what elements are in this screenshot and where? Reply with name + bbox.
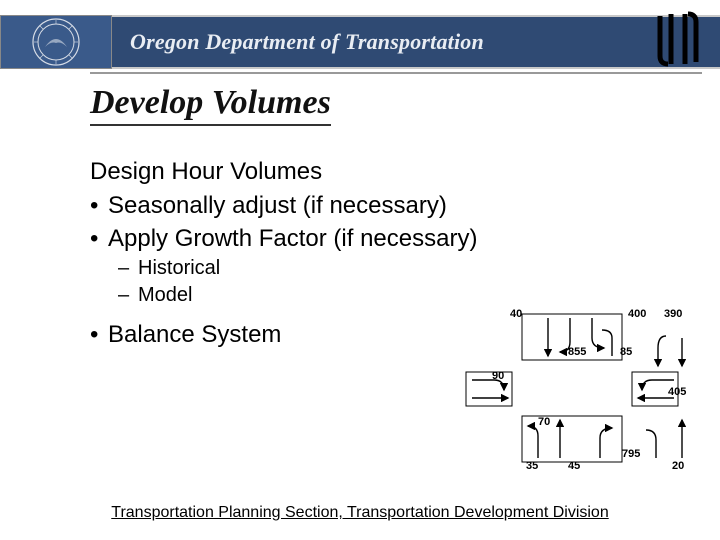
bullet-item: Apply Growth Factor (if necessary) <box>90 223 690 255</box>
footer-text: Transportation Planning Section, Transpo… <box>0 504 720 522</box>
volume-label: 70 <box>538 416 550 428</box>
seal-icon <box>31 17 81 67</box>
oregon-state-seal <box>0 15 112 69</box>
header-bar: Oregon Department of Transportation <box>0 15 720 69</box>
volume-label: 20 <box>672 460 684 472</box>
volume-label: 405 <box>668 386 686 398</box>
volume-label: 45 <box>568 460 580 472</box>
bullet-item: Seasonally adjust (if necessary) <box>90 190 690 222</box>
intersection-diagram: 40 855 85 400 390 90 405 70 35 45 795 20 <box>452 308 692 478</box>
department-name: Oregon Department of Transportation <box>112 15 720 69</box>
bullet-item: Historical <box>90 255 690 282</box>
slide-title: Develop Volumes <box>90 84 331 126</box>
volume-label: 400 <box>628 308 646 320</box>
volume-label: 85 <box>620 346 632 358</box>
odot-logo-icon <box>650 8 706 70</box>
bullet-item: Model <box>90 282 690 309</box>
volume-label: 795 <box>622 448 640 460</box>
volume-label: 390 <box>664 308 682 320</box>
volume-label: 855 <box>568 346 586 358</box>
lead-text: Design Hour Volumes <box>90 156 690 188</box>
volume-label: 40 <box>510 308 522 320</box>
volume-label: 35 <box>526 460 538 472</box>
header-divider <box>90 72 702 74</box>
volume-label: 90 <box>492 370 504 382</box>
